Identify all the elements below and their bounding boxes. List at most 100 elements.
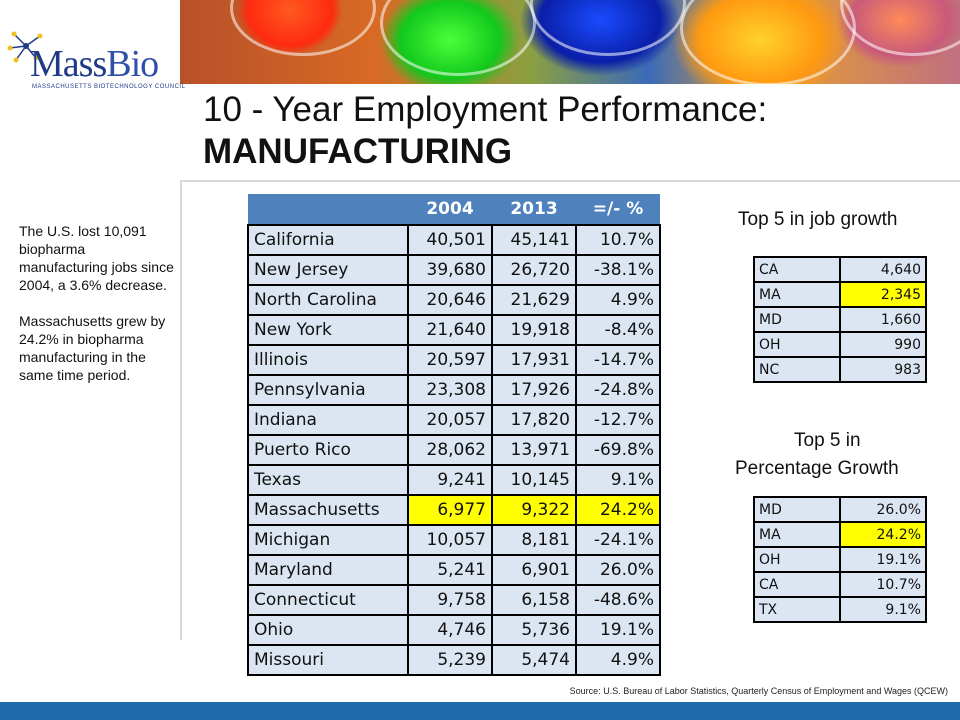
logo-subtitle: MASSACHUSETTS BIOTECHNOLOGY COUNCIL [32, 84, 186, 90]
value-2013-cell: 17,926 [491, 374, 577, 406]
title-divider [180, 180, 960, 182]
value-cell: 19.1% [839, 546, 927, 573]
table-row: MD 1,660 [753, 306, 927, 333]
state-cell: MA [753, 521, 841, 548]
table-row: Maryland 5,241 6,901 26.0% [247, 554, 661, 586]
pct-growth-table: MD 26.0% MA 24.2% OH 19.1% CA 10.7% TX 9.1% [753, 496, 927, 623]
table-row: North Carolina 20,646 21,629 4.9% [247, 284, 661, 316]
value-2004-cell: 40,501 [407, 224, 493, 256]
value-cell: 9.1% [839, 596, 927, 623]
value-2004-cell: 39,680 [407, 254, 493, 286]
value-2004-cell: 10,057 [407, 524, 493, 556]
table-row: Indiana 20,057 17,820 -12.7% [247, 404, 661, 436]
value-2013-cell: 10,145 [491, 464, 577, 496]
logo-wordmark-mass: Mass [30, 43, 107, 85]
table-row: Texas 9,241 10,145 9.1% [247, 464, 661, 496]
state-cell: TX [753, 596, 841, 623]
state-cell: CA [753, 256, 841, 283]
value-2004-cell: 5,239 [407, 644, 493, 676]
table-row: MA 2,345 [753, 281, 927, 308]
header-vials-image [180, 0, 960, 84]
table-row: MD 26.0% [753, 496, 927, 523]
value-cell: 26.0% [839, 496, 927, 523]
value-2013-cell: 6,901 [491, 554, 577, 586]
table-row: Ohio 4,746 5,736 19.1% [247, 614, 661, 646]
value-2004-cell: 21,640 [407, 314, 493, 346]
value-2013-cell: 9,322 [491, 494, 577, 526]
table-row: Puerto Rico 28,062 13,971 -69.8% [247, 434, 661, 466]
table-row: Michigan 10,057 8,181 -24.1% [247, 524, 661, 556]
value-2004-cell: 9,758 [407, 584, 493, 616]
value-2013-cell: 26,720 [491, 254, 577, 286]
change-cell: 10.7% [575, 224, 661, 256]
state-cell: Pennsylvania [247, 374, 409, 406]
table-row: New Jersey 39,680 26,720 -38.1% [247, 254, 661, 286]
value-cell: 24.2% [839, 521, 927, 548]
change-cell: -48.6% [575, 584, 661, 616]
table-row: NC 983 [753, 356, 927, 383]
header-2004: 2004 [408, 194, 492, 225]
value-2004-cell: 28,062 [407, 434, 493, 466]
job-growth-heading: Top 5 in job growth [738, 209, 898, 230]
value-2013-cell: 45,141 [491, 224, 577, 256]
value-cell: 1,660 [839, 306, 927, 333]
table-row: MA 24.2% [753, 521, 927, 548]
value-2013-cell: 13,971 [491, 434, 577, 466]
table-row: TX 9.1% [753, 596, 927, 623]
value-2004-cell: 20,597 [407, 344, 493, 376]
job-growth-table: CA 4,640 MA 2,345 MD 1,660 OH 990 NC 983 [753, 256, 927, 383]
state-cell: Maryland [247, 554, 409, 586]
change-cell: -38.1% [575, 254, 661, 286]
change-cell: -69.8% [575, 434, 661, 466]
change-cell: 4.9% [575, 644, 661, 676]
state-cell: New Jersey [247, 254, 409, 286]
state-cell: Illinois [247, 344, 409, 376]
massbio-logo: MassBio MASSACHUSETTS BIOTECHNOLOGY COUN… [6, 28, 185, 90]
table-row: Massachusetts 6,977 9,322 24.2% [247, 494, 661, 526]
header-state [248, 194, 408, 225]
logo-wordmark-bio: Bio [106, 43, 159, 85]
page-title-line2: MANUFACTURING [203, 132, 513, 171]
value-cell: 4,640 [839, 256, 927, 283]
value-2004-cell: 20,646 [407, 284, 493, 316]
state-cell: MA [753, 281, 841, 308]
logo-wordmark: MassBio [30, 42, 159, 86]
value-2004-cell: 5,241 [407, 554, 493, 586]
table-row: OH 990 [753, 331, 927, 358]
value-2004-cell: 20,057 [407, 404, 493, 436]
value-cell: 2,345 [839, 281, 927, 308]
state-cell: CA [753, 571, 841, 598]
value-2013-cell: 8,181 [491, 524, 577, 556]
value-2004-cell: 4,746 [407, 614, 493, 646]
table-row: CA 4,640 [753, 256, 927, 283]
header-change: =/- % [576, 194, 660, 225]
change-cell: -24.1% [575, 524, 661, 556]
value-2013-cell: 6,158 [491, 584, 577, 616]
state-cell: Missouri [247, 644, 409, 676]
state-cell: OH [753, 331, 841, 358]
state-cell: OH [753, 546, 841, 573]
table-row: California 40,501 45,141 10.7% [247, 224, 661, 256]
table-row: Illinois 20,597 17,931 -14.7% [247, 344, 661, 376]
state-cell: NC [753, 356, 841, 383]
state-cell: Texas [247, 464, 409, 496]
source-citation: Source: U.S. Bureau of Labor Statistics,… [569, 686, 948, 696]
table-row: Missouri 5,239 5,474 4.9% [247, 644, 661, 676]
state-cell: North Carolina [247, 284, 409, 316]
change-cell: 19.1% [575, 614, 661, 646]
change-cell: -14.7% [575, 344, 661, 376]
page-title-line1: 10 - Year Employment Performance: [203, 90, 768, 129]
table-row: Pennsylvania 23,308 17,926 -24.8% [247, 374, 661, 406]
state-cell: MD [753, 306, 841, 333]
table-row: CA 10.7% [753, 571, 927, 598]
state-cell: Indiana [247, 404, 409, 436]
footer-bar [0, 702, 960, 720]
table-row: New York 21,640 19,918 -8.4% [247, 314, 661, 346]
state-cell: California [247, 224, 409, 256]
value-2013-cell: 17,820 [491, 404, 577, 436]
value-2013-cell: 17,931 [491, 344, 577, 376]
note-us-loss: The U.S. lost 10,091 biopharma manufactu… [19, 223, 174, 293]
value-2013-cell: 5,736 [491, 614, 577, 646]
value-cell: 990 [839, 331, 927, 358]
table-header-row: 2004 2013 =/- % [248, 194, 660, 225]
